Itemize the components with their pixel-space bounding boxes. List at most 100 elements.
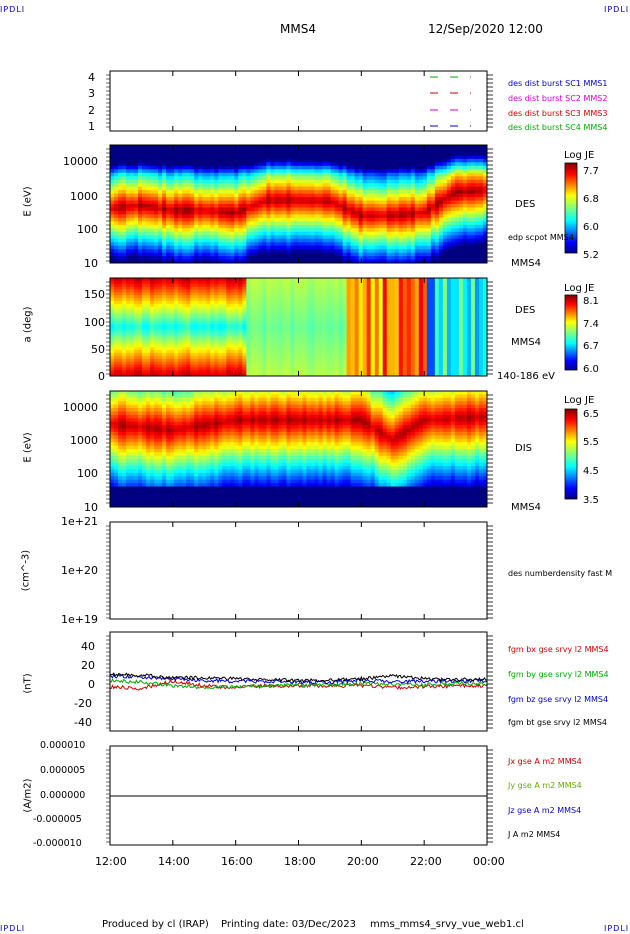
des-pitch-cell bbox=[150, 332, 155, 337]
des-energy-cell bbox=[178, 210, 183, 215]
des-pitch-cell bbox=[298, 321, 303, 325]
des-energy-cell bbox=[442, 224, 448, 229]
des-pitch-cell bbox=[278, 373, 283, 377]
des-pitch-cell bbox=[126, 289, 131, 293]
des-energy-cell bbox=[478, 169, 484, 174]
des-pitch-cell bbox=[138, 332, 143, 337]
des-energy-cell bbox=[310, 193, 315, 198]
des-energy-cell bbox=[462, 169, 468, 174]
des-energy-cell bbox=[322, 200, 327, 205]
des-energy-cell bbox=[206, 165, 211, 170]
des-energy-cell bbox=[118, 190, 123, 194]
des-energy-cell bbox=[330, 145, 335, 149]
des-pitch-cell bbox=[314, 289, 319, 293]
des-energy-cell bbox=[146, 145, 151, 149]
des-pitch-cell bbox=[154, 298, 159, 302]
des-energy-cell bbox=[226, 190, 231, 194]
des-pitch-cell bbox=[170, 327, 175, 331]
des-energy-cell bbox=[454, 252, 460, 257]
des-energy-cell bbox=[346, 148, 352, 153]
des-energy-cell bbox=[182, 155, 187, 160]
des-energy-cell bbox=[294, 221, 299, 226]
des-energy-cell bbox=[350, 204, 356, 208]
des-energy-cell bbox=[274, 238, 279, 243]
des-pitch-cell bbox=[218, 335, 223, 339]
des-pitch-cell bbox=[166, 373, 171, 377]
des-energy-cell bbox=[406, 217, 412, 222]
des-energy-cell bbox=[230, 256, 235, 260]
des-pitch-cell bbox=[174, 280, 179, 285]
des-energy-cell bbox=[174, 245, 179, 250]
des-pitch-cell bbox=[170, 341, 175, 345]
des-energy-cell bbox=[270, 256, 275, 260]
des-energy-cell bbox=[306, 183, 311, 188]
des-energy-cell bbox=[478, 151, 484, 156]
des-energy-cell bbox=[466, 214, 472, 219]
des-energy-cell bbox=[210, 162, 215, 167]
des-pitch-cell bbox=[186, 283, 191, 288]
des-energy-cell bbox=[410, 249, 416, 253]
des-energy-cell bbox=[454, 155, 460, 160]
des-pitch-cell bbox=[294, 373, 299, 377]
des-pitch-cell bbox=[186, 364, 191, 368]
des-energy-cell bbox=[246, 162, 251, 167]
des-pitch-cell bbox=[286, 280, 291, 285]
des-energy-cell bbox=[234, 145, 239, 149]
des-pitch-cell bbox=[194, 303, 199, 308]
des-pitch-cell bbox=[298, 289, 303, 293]
des-pitch-cell bbox=[282, 301, 287, 305]
des-energy-cell bbox=[470, 190, 476, 194]
des-pitch-cell bbox=[226, 301, 231, 305]
des-energy-cell bbox=[362, 207, 368, 212]
des-energy-cell bbox=[206, 210, 211, 215]
des-pitch-cell bbox=[118, 338, 123, 342]
des-pitch-cell bbox=[146, 329, 151, 334]
des-energy-cell bbox=[178, 207, 183, 212]
des-energy-cell bbox=[198, 165, 203, 170]
des-pitch-cell bbox=[158, 338, 163, 342]
des-energy-cell bbox=[410, 193, 416, 198]
des-energy-cell bbox=[154, 231, 159, 236]
des-energy-cell bbox=[158, 186, 163, 191]
des-pitch-cell bbox=[142, 280, 147, 285]
des-energy-cell bbox=[290, 217, 295, 222]
des-energy-cell bbox=[154, 145, 159, 149]
des-pitch-cell bbox=[218, 292, 223, 296]
des-energy-cell bbox=[358, 176, 364, 181]
des-energy-cell bbox=[442, 221, 448, 226]
des-pitch-cell bbox=[154, 350, 159, 354]
des-energy-cell bbox=[366, 238, 372, 243]
des-energy-cell bbox=[438, 169, 444, 174]
des-energy-cell bbox=[298, 162, 303, 167]
des-energy-cell bbox=[430, 200, 436, 205]
des-energy-cell bbox=[442, 210, 448, 215]
des-energy-cell bbox=[414, 235, 420, 240]
des-energy-cell bbox=[334, 190, 340, 194]
des-pitch-cell bbox=[250, 278, 255, 282]
des-pitch-cell bbox=[198, 338, 203, 342]
des-energy-cell bbox=[382, 259, 388, 264]
des-pitch-cell bbox=[126, 306, 131, 311]
des-pitch-cell bbox=[194, 373, 199, 377]
des-energy-cell bbox=[146, 207, 151, 212]
des-energy-cell bbox=[206, 249, 211, 253]
des-energy-cell bbox=[150, 183, 155, 188]
des-pitch-cell bbox=[206, 364, 211, 368]
des-pitch-cell bbox=[182, 344, 187, 348]
des-energy-cell bbox=[194, 183, 199, 188]
des-energy-cell bbox=[198, 193, 203, 198]
des-energy-cell bbox=[142, 228, 147, 233]
des-energy-cell bbox=[426, 252, 432, 257]
des-energy-cell bbox=[330, 231, 335, 236]
des-energy-cell bbox=[306, 221, 311, 226]
des-energy-cell bbox=[306, 235, 311, 240]
des-energy-cell bbox=[186, 224, 191, 229]
des-pitch-cell bbox=[286, 295, 291, 299]
des-energy-cell bbox=[306, 162, 311, 167]
des-pitch-cell bbox=[234, 283, 239, 288]
des-pitch-cell bbox=[198, 344, 203, 348]
des-energy-cell bbox=[422, 252, 428, 257]
des-energy-cell bbox=[362, 155, 368, 160]
des-pitch-cell bbox=[294, 350, 299, 354]
des-pitch-cell bbox=[290, 303, 295, 308]
